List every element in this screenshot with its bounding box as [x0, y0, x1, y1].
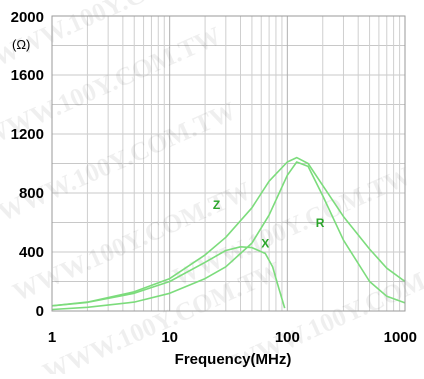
series-labels: Z X R — [213, 198, 325, 250]
x-axis-title: Frequency(MHz) — [175, 351, 292, 368]
series-line-x — [51, 246, 286, 309]
series-label-r: R — [316, 216, 325, 230]
x-tick-label: 100 — [275, 329, 300, 346]
y-tick-label: 1200 — [11, 126, 44, 143]
series-label-x: X — [261, 237, 269, 251]
x-tick-labels: 1 10 100 1000 — [48, 329, 417, 346]
series-lines — [51, 156, 406, 311]
plot-frame — [51, 15, 406, 312]
y-tick-label: 400 — [19, 244, 44, 261]
series-label-z: Z — [213, 198, 220, 212]
series-line-z — [51, 156, 406, 307]
x-tick-label: 10 — [161, 329, 178, 346]
y-tick-label: 2000 — [11, 9, 44, 26]
x-tick-label: 1 — [48, 329, 56, 346]
y-tick-label: 800 — [19, 185, 44, 202]
x-tick-label: 1000 — [384, 329, 417, 346]
y-axis-unit-label: (Ω) — [12, 37, 30, 52]
y-tick-label: 0 — [36, 303, 44, 320]
y-tick-labels: 0 400 800 1200 1600 2000 — [11, 9, 44, 320]
series-line-r — [51, 161, 406, 311]
y-tick-label: 1600 — [11, 67, 44, 84]
